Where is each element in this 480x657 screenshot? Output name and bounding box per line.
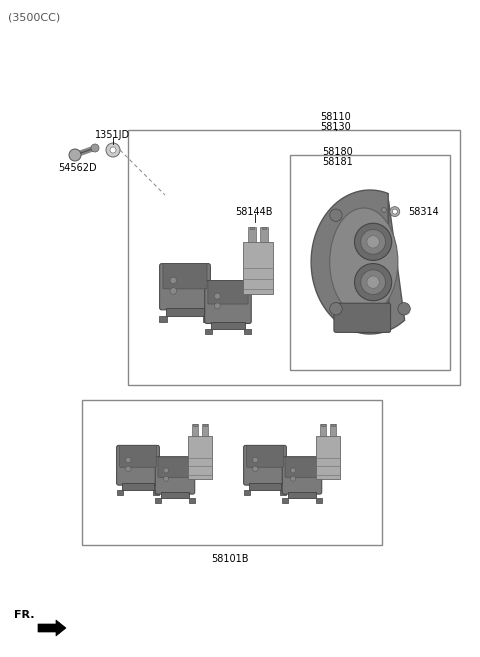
Text: (3500CC): (3500CC) bbox=[8, 12, 60, 22]
Bar bbox=[128, 130, 460, 385]
Bar bbox=[282, 498, 288, 503]
Text: 58181: 58181 bbox=[322, 157, 353, 167]
Text: 58130: 58130 bbox=[320, 122, 351, 132]
Bar bbox=[316, 436, 340, 479]
Bar bbox=[330, 424, 336, 436]
Bar bbox=[156, 498, 161, 503]
FancyBboxPatch shape bbox=[285, 457, 319, 478]
Bar bbox=[243, 242, 273, 294]
Circle shape bbox=[355, 263, 392, 301]
Text: 58314: 58314 bbox=[408, 207, 439, 217]
Bar bbox=[192, 424, 198, 436]
Text: 58180: 58180 bbox=[322, 147, 353, 157]
Circle shape bbox=[252, 457, 258, 463]
Bar bbox=[244, 489, 250, 495]
FancyBboxPatch shape bbox=[205, 281, 251, 323]
Circle shape bbox=[126, 466, 131, 472]
Circle shape bbox=[91, 144, 99, 152]
FancyBboxPatch shape bbox=[282, 457, 322, 494]
Circle shape bbox=[215, 303, 220, 309]
Bar bbox=[244, 328, 252, 334]
Polygon shape bbox=[38, 620, 66, 636]
Circle shape bbox=[367, 276, 379, 288]
Bar bbox=[204, 328, 212, 334]
Bar bbox=[122, 483, 154, 489]
FancyBboxPatch shape bbox=[120, 445, 156, 467]
Bar bbox=[290, 155, 450, 370]
Circle shape bbox=[290, 468, 296, 473]
Circle shape bbox=[360, 229, 385, 254]
Text: 1351JD: 1351JD bbox=[95, 130, 130, 140]
Text: 58101B: 58101B bbox=[211, 554, 249, 564]
Circle shape bbox=[164, 476, 168, 482]
Bar bbox=[203, 315, 211, 321]
Bar bbox=[82, 400, 382, 545]
FancyBboxPatch shape bbox=[155, 457, 195, 494]
Bar bbox=[262, 227, 266, 229]
FancyBboxPatch shape bbox=[158, 457, 192, 478]
Text: 58144B: 58144B bbox=[235, 207, 273, 217]
FancyBboxPatch shape bbox=[334, 303, 391, 332]
Bar bbox=[189, 498, 194, 503]
Bar bbox=[153, 489, 159, 495]
Bar bbox=[161, 492, 189, 498]
Text: FR.: FR. bbox=[14, 610, 35, 620]
Bar bbox=[203, 424, 207, 426]
Circle shape bbox=[126, 457, 131, 463]
Bar bbox=[193, 424, 197, 426]
Bar bbox=[321, 424, 325, 426]
Bar bbox=[320, 424, 326, 436]
Ellipse shape bbox=[330, 208, 398, 316]
Circle shape bbox=[367, 236, 379, 248]
Circle shape bbox=[215, 293, 220, 299]
Bar bbox=[188, 436, 212, 479]
Circle shape bbox=[330, 209, 342, 221]
Bar bbox=[249, 227, 255, 242]
FancyBboxPatch shape bbox=[160, 263, 210, 310]
Circle shape bbox=[252, 466, 258, 472]
Circle shape bbox=[382, 208, 386, 212]
Bar bbox=[211, 321, 245, 328]
Bar bbox=[331, 424, 335, 426]
Circle shape bbox=[392, 209, 397, 214]
Bar bbox=[316, 498, 322, 503]
Circle shape bbox=[164, 468, 168, 473]
Circle shape bbox=[69, 149, 81, 161]
Bar bbox=[250, 227, 254, 229]
Text: 58110: 58110 bbox=[320, 112, 351, 122]
Bar bbox=[159, 315, 167, 321]
Bar bbox=[117, 489, 123, 495]
FancyBboxPatch shape bbox=[247, 445, 284, 467]
Circle shape bbox=[106, 143, 120, 157]
Circle shape bbox=[330, 303, 342, 315]
FancyBboxPatch shape bbox=[244, 445, 287, 485]
Text: 54562D: 54562D bbox=[58, 163, 96, 173]
FancyBboxPatch shape bbox=[117, 445, 159, 485]
Bar bbox=[280, 489, 286, 495]
Circle shape bbox=[170, 277, 177, 284]
Circle shape bbox=[290, 476, 296, 482]
Circle shape bbox=[398, 303, 410, 315]
Polygon shape bbox=[311, 190, 405, 334]
Circle shape bbox=[360, 270, 385, 294]
Circle shape bbox=[390, 207, 400, 217]
Bar bbox=[250, 483, 280, 489]
FancyBboxPatch shape bbox=[163, 263, 207, 289]
Bar bbox=[288, 492, 316, 498]
Bar bbox=[202, 424, 208, 436]
Circle shape bbox=[110, 147, 116, 153]
FancyBboxPatch shape bbox=[208, 281, 248, 304]
Circle shape bbox=[355, 223, 392, 260]
Bar bbox=[166, 308, 204, 315]
Bar bbox=[260, 227, 267, 242]
Circle shape bbox=[170, 288, 177, 294]
